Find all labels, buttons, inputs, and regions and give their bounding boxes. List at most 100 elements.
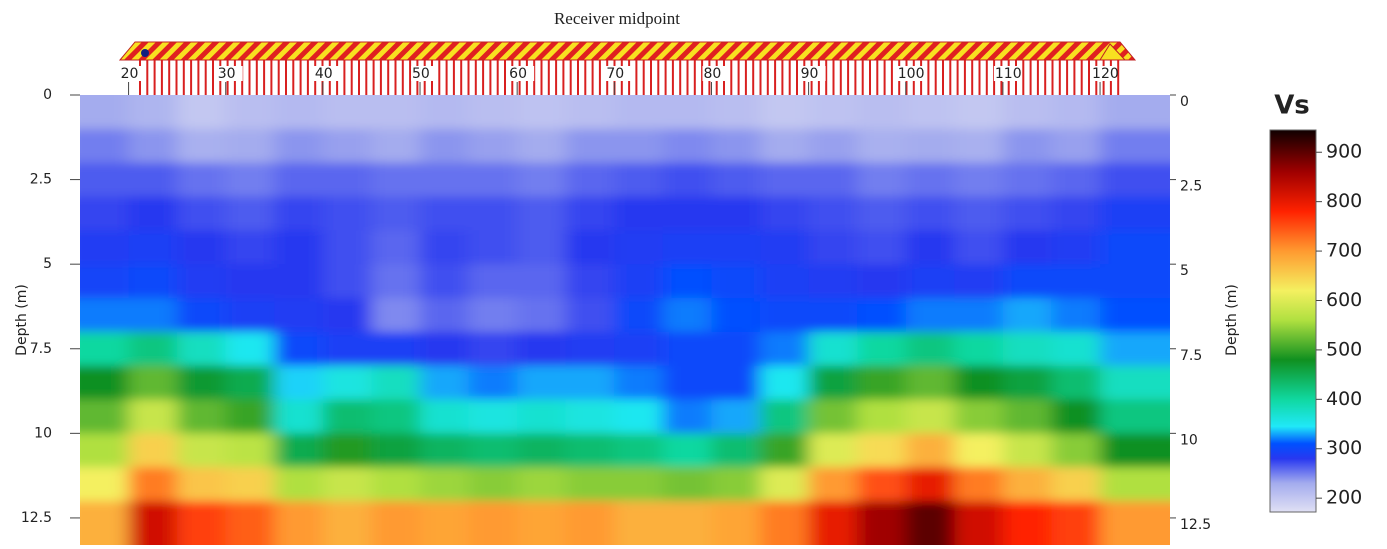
heat-cell	[274, 399, 324, 434]
heat-cell	[662, 95, 712, 130]
heat-cell	[1100, 365, 1170, 401]
heat-cell	[808, 399, 858, 434]
y-tick-label: 12.5	[21, 510, 52, 526]
heat-cell	[468, 365, 518, 401]
heat-cell	[225, 162, 275, 198]
heat-cell	[468, 264, 518, 299]
heat-cell	[565, 501, 615, 545]
heat-cell	[760, 230, 810, 265]
heat-cell	[225, 298, 275, 333]
heat-cell	[1051, 298, 1101, 333]
heat-cell	[177, 331, 227, 367]
heat-cell	[177, 95, 227, 130]
heat-cell	[371, 95, 421, 130]
x-tick-bg	[799, 66, 826, 81]
heat-cell	[857, 162, 907, 198]
heat-cell	[80, 433, 130, 468]
heat-cell	[80, 298, 130, 333]
heat-cell	[954, 467, 1004, 502]
heat-cell	[517, 399, 567, 434]
heat-cell	[954, 196, 1004, 231]
heat-cell	[128, 399, 178, 434]
heat-cell	[468, 331, 518, 367]
heat-cell	[857, 264, 907, 299]
heat-cell	[468, 298, 518, 333]
heat-cell	[274, 433, 324, 468]
heat-cell	[1100, 264, 1170, 299]
heat-cell	[128, 196, 178, 231]
heat-cell	[1100, 399, 1170, 434]
y-tick-label: 10	[34, 425, 52, 441]
heat-cell	[808, 196, 858, 231]
heat-cell	[565, 128, 615, 164]
colorbar-tick-label: 500	[1326, 338, 1362, 360]
heat-cell	[614, 196, 664, 231]
heat-cell	[80, 95, 130, 130]
heat-cell	[565, 365, 615, 401]
heat-cell	[322, 162, 372, 198]
heat-cell	[322, 399, 372, 434]
heat-cell	[808, 433, 858, 468]
heat-cell	[857, 230, 907, 265]
heat-cell	[128, 162, 178, 198]
colorbar-tick-label: 400	[1326, 388, 1362, 410]
heat-cell	[905, 230, 955, 265]
heat-cell	[662, 399, 712, 434]
heat-cell	[662, 501, 712, 545]
heat-cell	[420, 331, 470, 367]
heat-cell	[322, 196, 372, 231]
heatmap	[80, 95, 1170, 545]
heat-cell	[1100, 230, 1170, 265]
heat-cell	[420, 264, 470, 299]
heat-cell	[1051, 128, 1101, 164]
heat-cell	[420, 365, 470, 401]
heat-cell	[1100, 298, 1170, 333]
heat-cell	[80, 365, 130, 401]
heat-cell	[468, 95, 518, 130]
heat-cell	[274, 365, 324, 401]
colorbar-tick-label: 700	[1326, 240, 1362, 262]
heat-cell	[517, 162, 567, 198]
x-tick-bg	[993, 66, 1020, 81]
heat-cell	[177, 162, 227, 198]
heat-cell	[614, 128, 664, 164]
heat-cell	[662, 433, 712, 468]
y2-axis-label: Depth (m)	[1224, 284, 1240, 356]
x-tick-label: 120	[1092, 66, 1119, 82]
x-tick-bg	[508, 66, 535, 81]
x-tick-label: 40	[315, 66, 333, 82]
heat-cell	[662, 467, 712, 502]
heat-cell	[1051, 501, 1101, 545]
heat-cell	[225, 501, 275, 545]
heat-cell	[322, 433, 372, 468]
heat-cell	[420, 433, 470, 468]
heat-cell	[80, 467, 130, 502]
heat-cell	[420, 230, 470, 265]
heat-cell	[614, 331, 664, 367]
x-tick-bg	[896, 66, 923, 81]
heat-cell	[225, 95, 275, 130]
heat-cell	[565, 264, 615, 299]
heat-cell	[1002, 501, 1052, 545]
heat-cell	[711, 331, 761, 367]
heat-cell	[954, 365, 1004, 401]
heat-cell	[128, 95, 178, 130]
heat-cell	[371, 298, 421, 333]
chart-title: Receiver midpoint	[554, 9, 680, 28]
heat-cell	[1100, 128, 1170, 164]
heat-cell	[662, 331, 712, 367]
heat-cell	[322, 501, 372, 545]
heat-cell	[614, 298, 664, 333]
heat-cell	[420, 399, 470, 434]
heat-cell	[128, 501, 178, 545]
heat-cell	[517, 128, 567, 164]
y-tick-label: 7.5	[30, 341, 52, 357]
heat-cell	[80, 162, 130, 198]
heat-cell	[808, 128, 858, 164]
heat-cell	[177, 128, 227, 164]
colorbar-tick-label: 900	[1326, 141, 1362, 163]
heat-cell	[517, 95, 567, 130]
heat-cell	[857, 196, 907, 231]
heat-cell	[1002, 365, 1052, 401]
heat-cell	[1100, 433, 1170, 468]
